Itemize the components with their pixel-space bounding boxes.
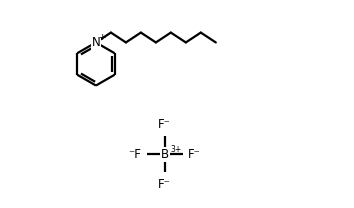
Text: ⁻F: ⁻F bbox=[128, 148, 141, 161]
Text: F⁻: F⁻ bbox=[158, 178, 171, 191]
Text: F⁻: F⁻ bbox=[158, 118, 171, 131]
Text: 3+: 3+ bbox=[171, 145, 182, 154]
Text: F⁻: F⁻ bbox=[188, 148, 201, 161]
Text: N: N bbox=[92, 36, 100, 49]
Text: +: + bbox=[98, 33, 105, 42]
Text: B: B bbox=[161, 148, 169, 161]
